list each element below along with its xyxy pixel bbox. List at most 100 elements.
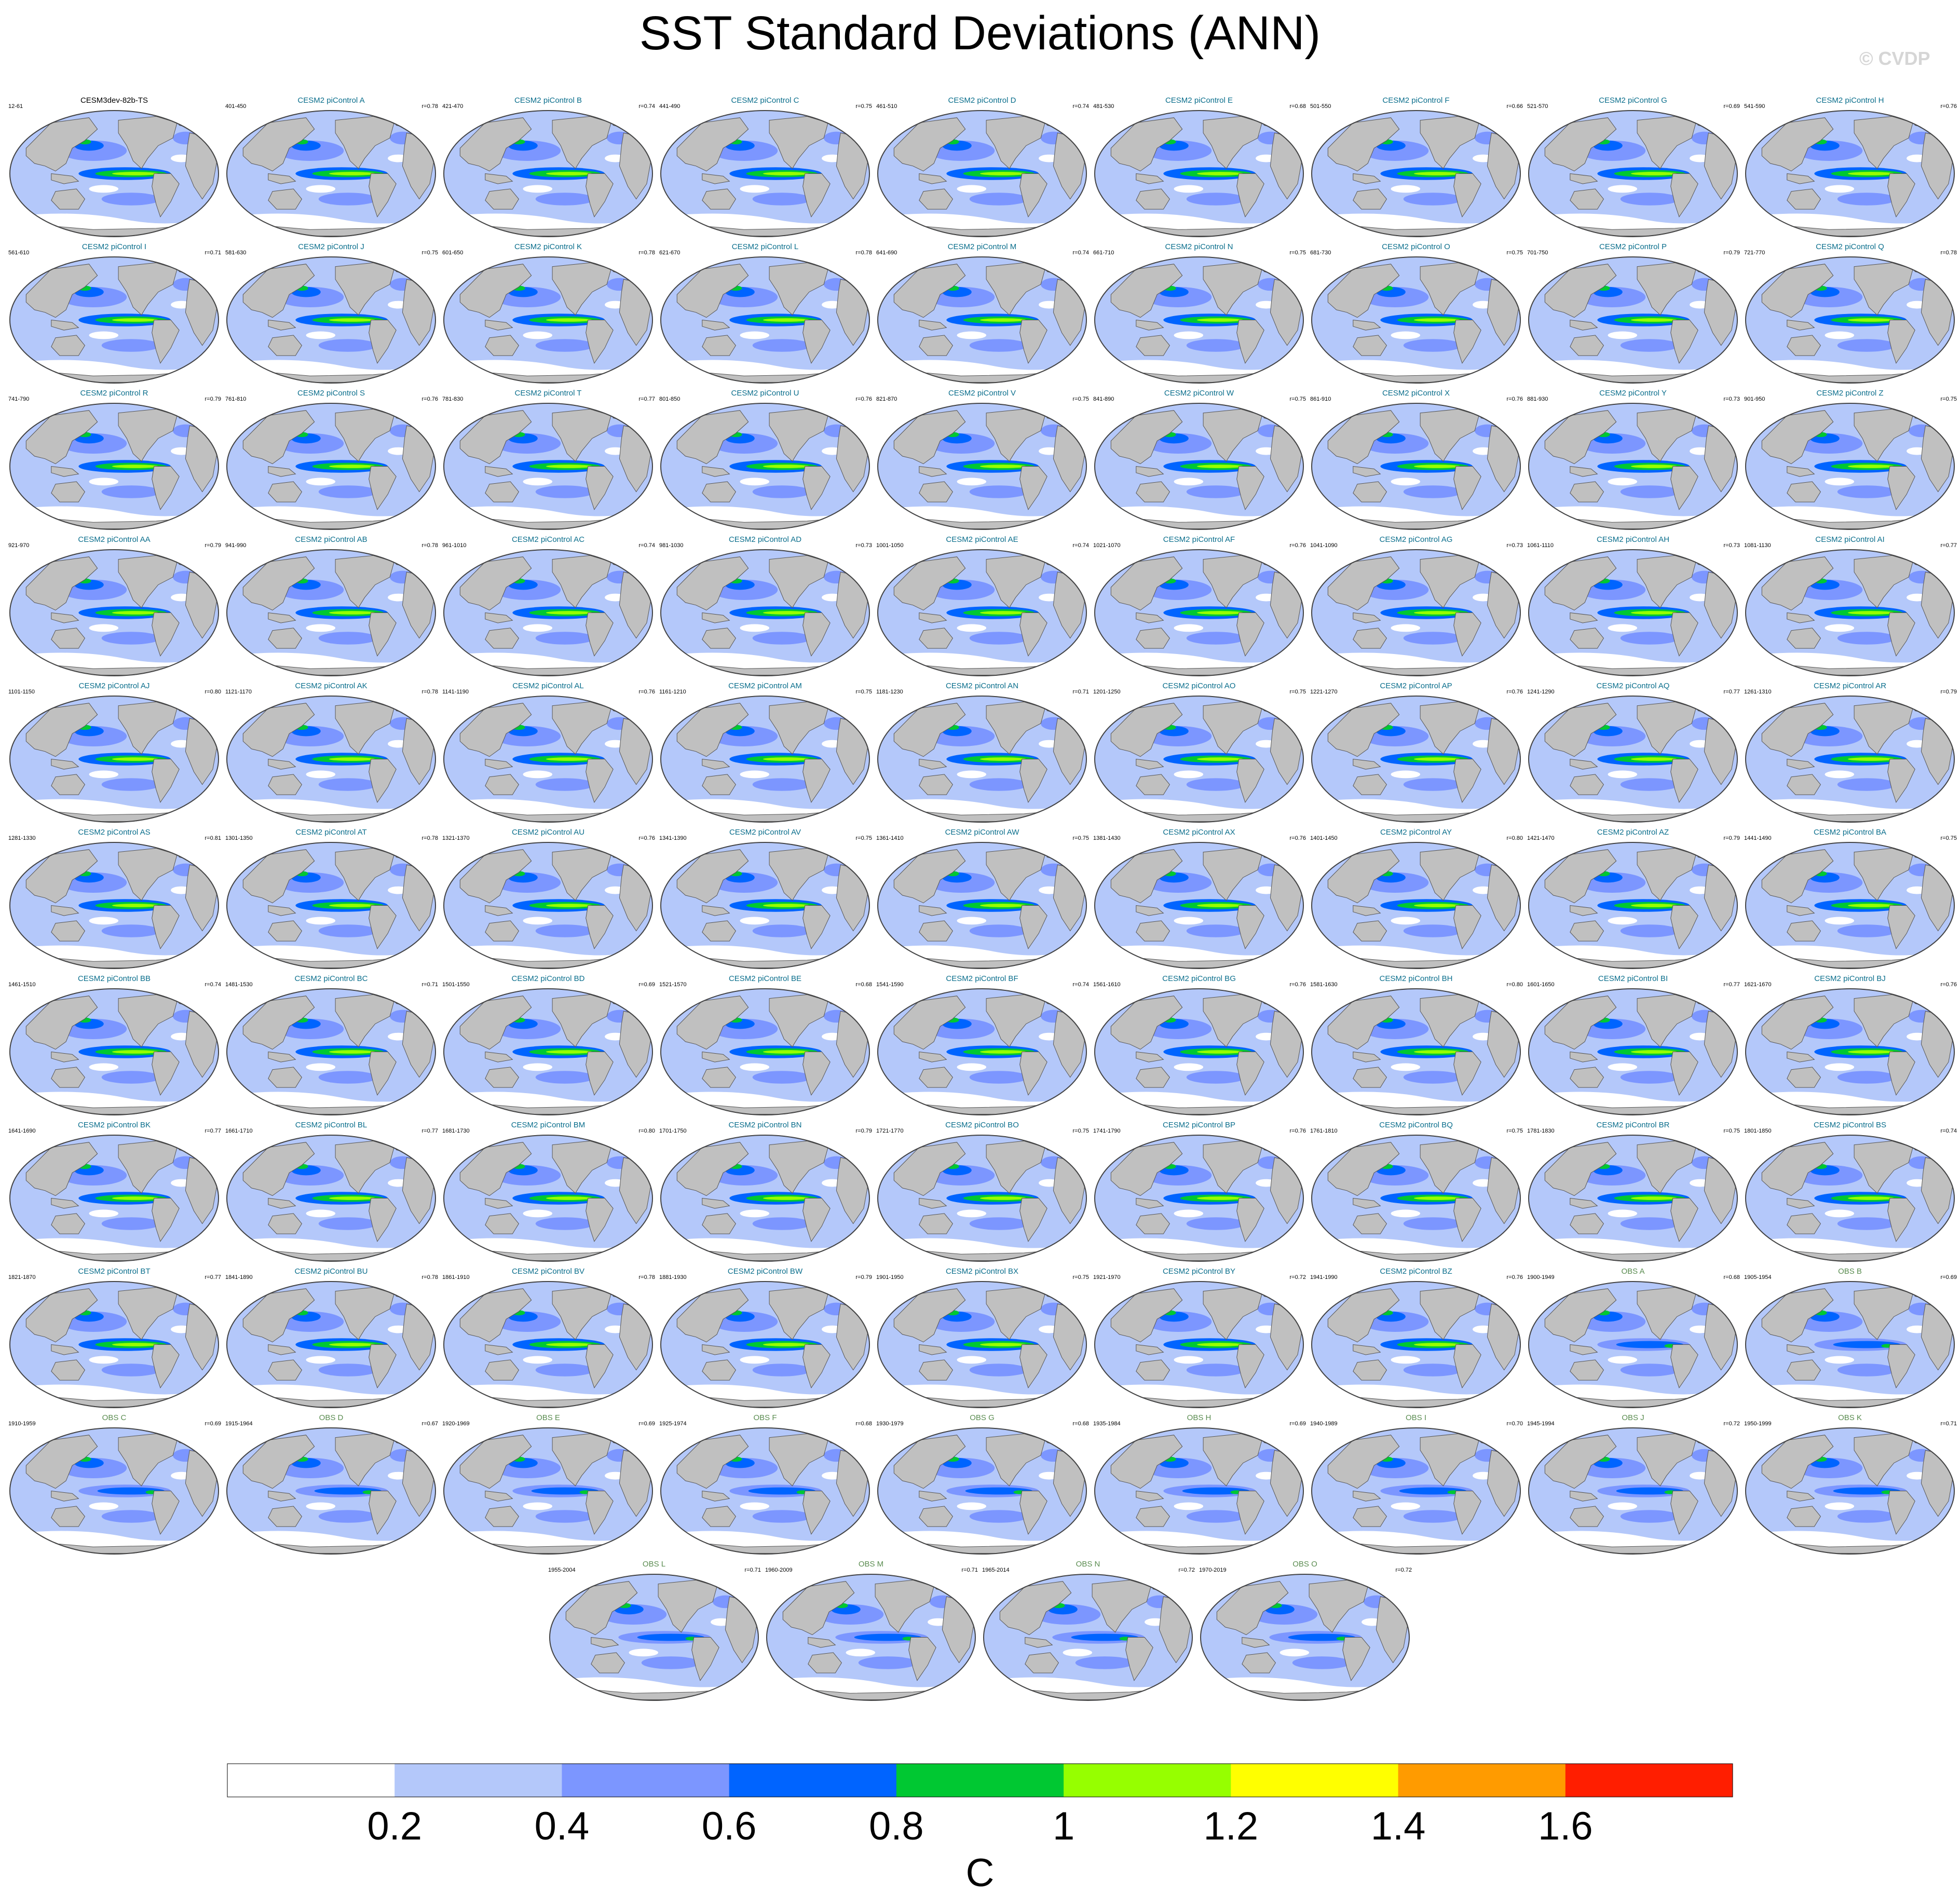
panel-years: 441-490 [659, 103, 680, 110]
panel-years: 1901-1950 [876, 1274, 904, 1280]
panel-years: 1921-1970 [1093, 1274, 1121, 1280]
panel-years: 1381-1430 [1093, 835, 1121, 841]
panel-years: 1321-1370 [442, 835, 470, 841]
panel-title: OBS N [1076, 1560, 1100, 1569]
map-panel: CESM2 piControl BX 1901-1950 r=0.75 [876, 1267, 1089, 1408]
map-panel: CESM2 piControl T 781-830 r=0.77 [442, 389, 655, 530]
colorbar-tick-label: 1.2 [1204, 1804, 1259, 1848]
panel-correlation: r=0.79 [856, 1274, 873, 1280]
map-panel: CESM2 piControl Q 721-770 r=0.78 [1744, 242, 1957, 384]
panel-title: OBS C [102, 1413, 127, 1422]
panel-years: 1935-1984 [1093, 1421, 1121, 1427]
panel-title: CESM2 piControl BH [1380, 974, 1453, 983]
panel-title: CESM2 piControl BD [512, 974, 585, 983]
panel-years: 1741-1790 [1093, 1128, 1121, 1134]
panel-years: 1661-1710 [225, 1128, 253, 1134]
panel-title: CESM2 piControl AI [1815, 535, 1884, 544]
panel-title: CESM2 piControl AS [78, 828, 150, 837]
panel-years: 1940-1989 [1310, 1421, 1338, 1427]
panel-title: CESM2 piControl BW [728, 1267, 803, 1276]
panel-correlation: r=0.80 [1507, 982, 1523, 988]
panel-title: CESM2 piControl T [515, 389, 582, 398]
panel-title: CESM2 piControl U [731, 389, 799, 398]
panel-years: 1241-1290 [1527, 689, 1555, 695]
panel-years: 721-770 [1744, 250, 1765, 256]
panel-title: CESM2 piControl C [731, 96, 799, 105]
panel-years: 1361-1410 [876, 835, 904, 841]
panel-years: 1221-1270 [1310, 689, 1338, 695]
map-panel: CESM2 piControl J 581-630 r=0.75 [225, 242, 438, 384]
map-panel: OBS O 1970-2019 r=0.72 [1199, 1560, 1412, 1701]
panel-correlation: r=0.71 [1941, 1421, 1957, 1427]
map-panel: CESM2 piControl BD 1501-1550 r=0.69 [442, 974, 655, 1115]
map-panel: CESM2 piControl AB 941-990 r=0.78 [225, 535, 438, 676]
panel-correlation: r=0.74 [1073, 103, 1090, 110]
panel-years: 1101-1150 [8, 689, 35, 695]
panel-years: 1920-1969 [442, 1421, 470, 1427]
panel-years: 1821-1870 [8, 1274, 36, 1280]
panel-years: 461-510 [876, 103, 897, 110]
panel-years: 401-450 [225, 103, 246, 110]
panel-title: CESM2 piControl AT [295, 828, 366, 837]
panel-title: CESM2 piControl BA [1814, 828, 1886, 837]
panel-correlation: r=0.75 [1507, 250, 1523, 256]
panel-years: 841-890 [1093, 396, 1114, 402]
panel-correlation: r=0.79 [1941, 689, 1957, 695]
panel-title: OBS A [1621, 1267, 1644, 1276]
panel-title: OBS I [1406, 1413, 1426, 1422]
panel-years: 1061-1110 [1527, 542, 1554, 549]
map-panel: CESM2 piControl AG 1041-1090 r=0.73 [1310, 535, 1523, 676]
panel-correlation: r=0.75 [856, 103, 873, 110]
map-panel: CESM2 piControl AT 1301-1350 r=0.78 [225, 828, 438, 969]
map-panel: CESM2 piControl S 761-810 r=0.76 [225, 389, 438, 530]
panel-title: CESM2 piControl BI [1598, 974, 1668, 983]
map-panel: CESM2 piControl AS 1281-1330 r=0.81 [8, 828, 221, 969]
panel-title: CESM2 piControl AQ [1597, 682, 1670, 690]
map-panel: OBS B 1905-1954 r=0.69 [1744, 1267, 1957, 1408]
panel-title: CESM2 piControl BC [295, 974, 368, 983]
panel-correlation: r=0.71 [962, 1567, 978, 1573]
map-panel: CESM2 piControl AL 1141-1190 r=0.76 [442, 682, 655, 823]
panel-years: 741-790 [8, 396, 29, 402]
map-panel: CESM2 piControl AZ 1421-1470 r=0.79 [1527, 828, 1740, 969]
panel-years: 1721-1770 [876, 1128, 904, 1134]
panel-title: CESM2 piControl AL [512, 682, 584, 690]
panel-years: 1970-2019 [1199, 1567, 1227, 1573]
panel-title: CESM2 piControl BR [1597, 1121, 1670, 1129]
panel-correlation: r=0.77 [205, 1274, 222, 1280]
map-panel: CESM2 piControl BY 1921-1970 r=0.72 [1093, 1267, 1306, 1408]
panel-correlation: r=0.79 [205, 542, 222, 549]
map-panel: CESM2 piControl BG 1561-1610 r=0.76 [1093, 974, 1306, 1115]
map-panel: CESM2 piControl BF 1541-1590 r=0.74 [876, 974, 1089, 1115]
panel-title: CESM2 piControl X [1382, 389, 1450, 398]
colorbar: 0.2 0.4 0.6 0.8 1 1.2 1.4 1.6 C [227, 1763, 1733, 1894]
colorbar-tick-label: 0.6 [702, 1804, 757, 1848]
panel-correlation: r=0.76 [639, 835, 656, 841]
panel-title: CESM2 piControl Y [1599, 389, 1667, 398]
panel-years: 641-690 [876, 250, 897, 256]
map-panel: CESM2 piControl V 821-870 r=0.75 [876, 389, 1089, 530]
map-panel: OBS A 1900-1949 r=0.68 [1527, 1267, 1740, 1408]
panel-title: CESM2 piControl BL [295, 1121, 367, 1129]
panel-correlation: r=0.76 [1290, 1128, 1306, 1134]
map-panel: CESM2 piControl BL 1661-1710 r=0.77 [225, 1121, 438, 1262]
panel-years: 1141-1190 [442, 689, 469, 695]
panel-years: 901-950 [1744, 396, 1765, 402]
panel-title: CESM2 piControl AD [729, 535, 801, 544]
panel-years: 1341-1390 [659, 835, 687, 841]
panel-years: 1641-1690 [8, 1128, 36, 1134]
panel-correlation: r=0.78 [422, 103, 439, 110]
panel-correlation: r=0.76 [1290, 982, 1306, 988]
colorbar-tick-label: 1 [1053, 1804, 1074, 1848]
map-panel: OBS I 1940-1989 r=0.70 [1310, 1413, 1523, 1555]
map-panel: CESM2 piControl W 841-890 r=0.75 [1093, 389, 1306, 530]
panel-title: CESM2 piControl K [514, 242, 582, 251]
panel-correlation: r=0.79 [1724, 250, 1740, 256]
map-panel: CESM2 piControl AI 1081-1130 r=0.77 [1744, 535, 1957, 676]
panel-correlation: r=0.73 [1507, 542, 1523, 549]
panel-correlation: r=0.79 [205, 396, 222, 402]
panel-years: 1481-1530 [225, 982, 253, 988]
page-title: SST Standard Deviations (ANN) [639, 7, 1321, 60]
panel-correlation: r=0.76 [639, 689, 656, 695]
panel-correlation: r=0.76 [422, 396, 439, 402]
